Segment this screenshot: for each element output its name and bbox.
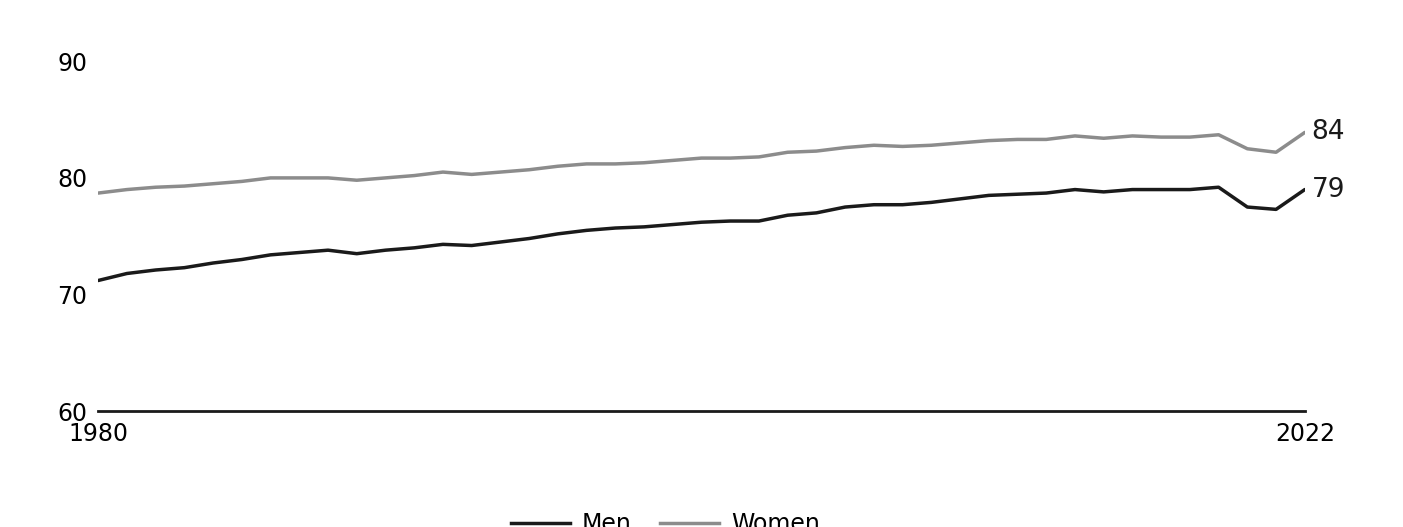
Women [866, 142, 882, 149]
Men [175, 265, 192, 271]
Men [607, 225, 624, 231]
Women [1268, 149, 1285, 155]
Women [320, 175, 337, 181]
Women [1153, 134, 1170, 140]
Women [665, 157, 682, 163]
Women [262, 175, 279, 181]
Women [1211, 132, 1228, 138]
Men [981, 192, 998, 199]
Women [1066, 133, 1083, 139]
Women [90, 190, 107, 196]
Men [463, 242, 480, 249]
Women [1181, 134, 1198, 140]
Women [1296, 129, 1313, 135]
Women [808, 148, 825, 154]
Women [405, 172, 422, 179]
Text: 84: 84 [1312, 120, 1345, 145]
Men [1066, 187, 1083, 193]
Women [578, 161, 595, 167]
Men [320, 247, 337, 253]
Women [894, 143, 911, 150]
Women [205, 181, 222, 187]
Men [118, 270, 135, 277]
Men [578, 227, 595, 233]
Men [693, 219, 710, 226]
Women [147, 184, 164, 190]
Men [1124, 187, 1141, 193]
Men [1296, 187, 1313, 193]
Women [550, 163, 567, 169]
Men [951, 196, 968, 202]
Men [521, 236, 537, 242]
Men [147, 267, 164, 273]
Women [779, 149, 796, 155]
Women [435, 169, 452, 175]
Women [463, 171, 480, 178]
Men [1153, 187, 1170, 193]
Men [721, 218, 738, 224]
Men [636, 223, 652, 230]
Men [348, 250, 365, 257]
Women [981, 138, 998, 144]
Men [492, 239, 509, 245]
Women [923, 142, 940, 149]
Women [348, 177, 365, 183]
Men [751, 218, 767, 224]
Legend: Men, Women: Men, Women [501, 503, 829, 527]
Men [405, 245, 422, 251]
Women [233, 178, 250, 184]
Women [951, 140, 968, 146]
Men [1181, 187, 1198, 193]
Women [1096, 135, 1113, 141]
Text: 79: 79 [1312, 177, 1345, 202]
Men [665, 221, 682, 228]
Women [1124, 133, 1141, 139]
Men [90, 277, 107, 284]
Men [1096, 189, 1113, 195]
Women [1038, 136, 1055, 143]
Men [923, 199, 940, 206]
Men [1239, 204, 1256, 210]
Line: Men: Men [98, 187, 1305, 280]
Line: Women: Women [98, 132, 1305, 193]
Men [779, 212, 796, 218]
Women [693, 155, 710, 161]
Women [836, 144, 853, 151]
Men [1211, 184, 1228, 190]
Women [118, 187, 135, 193]
Women [492, 169, 509, 175]
Men [808, 210, 825, 216]
Women [377, 175, 394, 181]
Women [521, 167, 537, 173]
Men [435, 241, 452, 248]
Women [1239, 145, 1256, 152]
Men [1038, 190, 1055, 196]
Men [550, 231, 567, 237]
Women [636, 160, 652, 166]
Women [607, 161, 624, 167]
Men [233, 256, 250, 262]
Men [377, 247, 394, 253]
Women [751, 154, 767, 160]
Men [262, 252, 279, 258]
Women [290, 175, 307, 181]
Men [894, 201, 911, 208]
Men [1268, 206, 1285, 212]
Men [1009, 191, 1026, 198]
Women [175, 183, 192, 189]
Men [836, 204, 853, 210]
Women [1009, 136, 1026, 143]
Men [205, 260, 222, 266]
Men [290, 249, 307, 256]
Men [866, 201, 882, 208]
Women [721, 155, 738, 161]
